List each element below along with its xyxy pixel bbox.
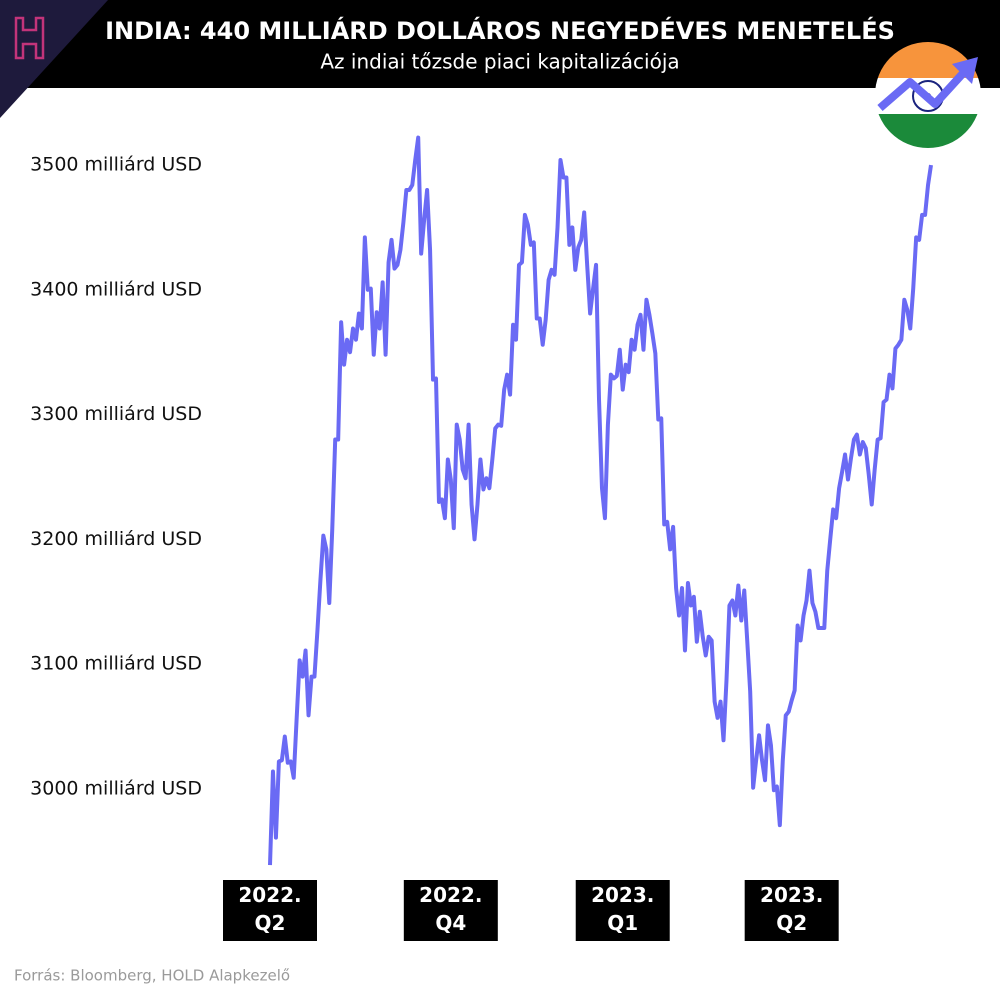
logo <box>14 16 45 60</box>
x-tick-box <box>575 880 670 941</box>
x-tick-label: 2023. Q1 <box>591 883 654 935</box>
line-series <box>268 135 933 866</box>
chart-title: INDIA: 440 MILLIÁRD DOLLÁROS NEGYEDÉVES … <box>105 16 895 45</box>
y-tick-label: 3200 milliárd USD <box>30 528 202 550</box>
y-tick-label: 3300 milliárd USD <box>30 403 202 425</box>
x-tick-box <box>403 880 498 941</box>
y-tick-label: 3500 milliárd USD <box>30 154 202 176</box>
y-tick-label: 3100 milliárd USD <box>30 653 202 675</box>
y-tick-label: 3400 milliárd USD <box>30 278 202 300</box>
x-tick-box <box>223 880 317 941</box>
header-band <box>0 0 1000 88</box>
chart-subtitle: Az indiai tőzsde piaci kapitalizációja <box>320 50 679 74</box>
x-tick-label: 2022. Q4 <box>419 883 482 935</box>
x-tick-label: 2023. Q2 <box>760 883 823 935</box>
x-tick-box <box>744 880 839 941</box>
source-note: Forrás: Bloomberg, HOLD Alapkezelő <box>14 967 290 985</box>
x-tick-label: 2022. Q2 <box>238 883 301 935</box>
y-tick-label: 3000 milliárd USD <box>30 777 202 799</box>
